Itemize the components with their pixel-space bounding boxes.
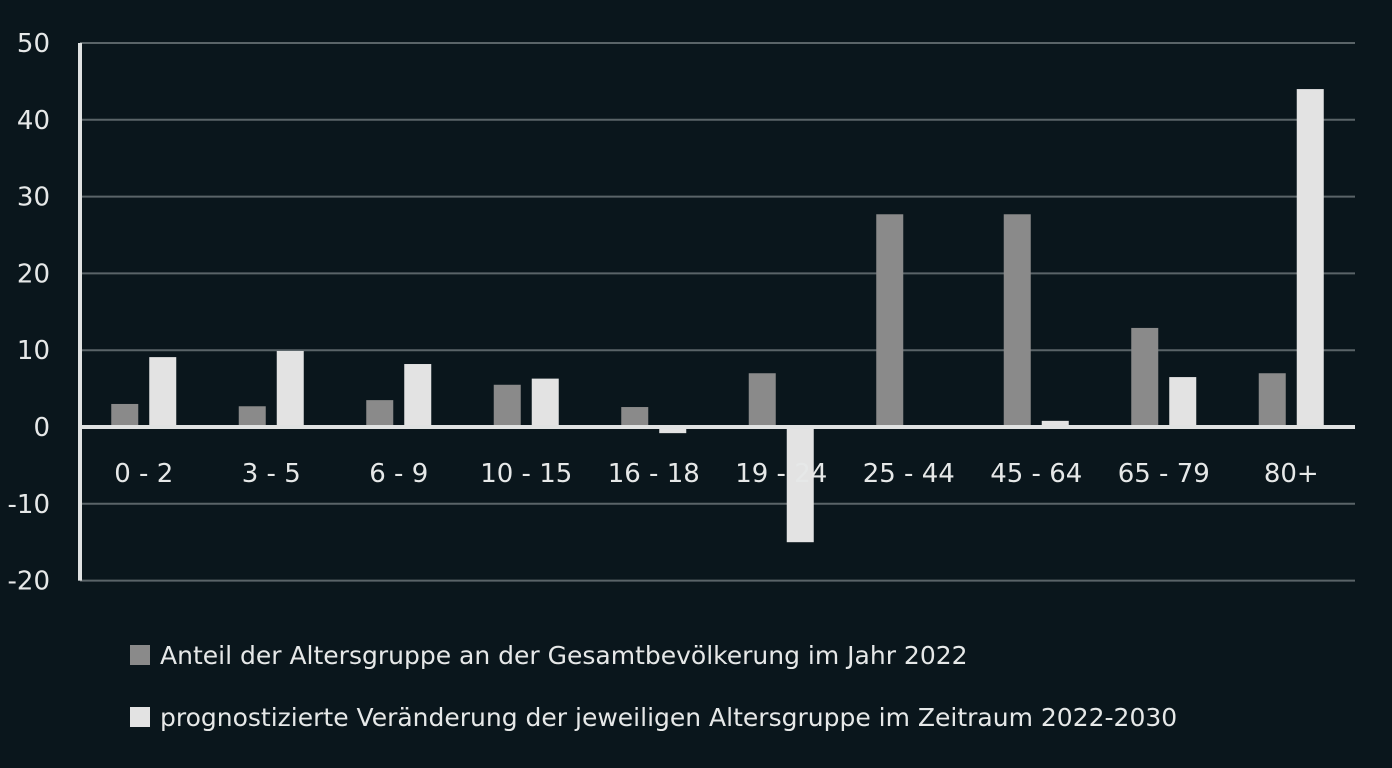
- bar-series-1-8: [1003, 214, 1031, 427]
- bar-series-1-10: [1258, 373, 1286, 427]
- x-tick-label: 3 - 5: [242, 459, 301, 489]
- bar-series-2-8: [1041, 420, 1069, 427]
- x-tick-label: 80+: [1264, 459, 1319, 489]
- bar-series-2-4: [531, 378, 559, 427]
- x-tick-label: 19 - 24: [735, 459, 827, 489]
- x-tick-label: 45 - 64: [990, 459, 1082, 489]
- legend-swatch-1: [130, 645, 150, 665]
- bar-series-1-4: [493, 384, 521, 427]
- y-tick-label: 10: [17, 336, 50, 366]
- x-tick-label: 6 - 9: [369, 459, 428, 489]
- x-tick-label: 10 - 15: [480, 459, 572, 489]
- y-tick-label: -20: [8, 567, 50, 597]
- bar-series-2-6: [786, 427, 814, 543]
- bar-series-2-3: [404, 364, 432, 427]
- x-tick-label: 0 - 2: [114, 459, 173, 489]
- bar-series-2-2: [276, 350, 304, 427]
- bar-series-1-6: [748, 373, 776, 427]
- bar-series-1-5: [621, 407, 649, 427]
- y-tick-label: 30: [17, 183, 50, 213]
- bar-series-1-3: [366, 400, 394, 427]
- bar-series-1-2: [238, 406, 266, 427]
- legend-swatch-2: [130, 707, 150, 727]
- bar-series-1-7: [876, 214, 904, 427]
- y-tick-label: -10: [8, 490, 50, 520]
- bar-series-1-9: [1131, 327, 1159, 427]
- y-tick-label: 0: [33, 413, 50, 443]
- legend-label-1: Anteil der Altersgruppe an der Gesamtbev…: [160, 641, 968, 670]
- legend-label-2: prognostizierte Veränderung der jeweilig…: [160, 703, 1177, 732]
- bar-series-2-10: [1296, 89, 1324, 427]
- y-tick-label: 20: [17, 259, 50, 289]
- y-tick-label: 50: [17, 29, 50, 59]
- bar-series-2-9: [1169, 377, 1197, 427]
- bar-series-1-1: [111, 403, 139, 427]
- x-tick-label: 25 - 44: [863, 459, 955, 489]
- x-tick-label: 65 - 79: [1118, 459, 1210, 489]
- x-tick-label: 16 - 18: [608, 459, 700, 489]
- bar-series-2-5: [659, 427, 687, 434]
- bar-series-2-1: [149, 357, 177, 427]
- y-tick-label: 40: [17, 106, 50, 136]
